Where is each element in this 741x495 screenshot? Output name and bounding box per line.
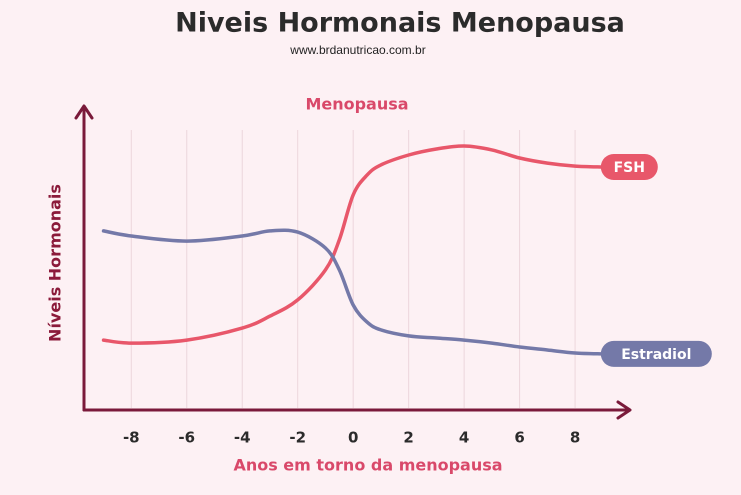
x-tick-label: -4 — [234, 429, 251, 447]
subtitle: www.brdanutricao.com.br — [289, 43, 425, 57]
legend-label: FSH — [614, 160, 645, 176]
x-tick-label: 2 — [403, 429, 413, 447]
x-tick-label: 0 — [348, 429, 358, 447]
y-axis-label: Níveis Hormonais — [46, 184, 65, 342]
legend-pill — [600, 340, 712, 367]
x-tick-label: -6 — [178, 429, 195, 447]
y-axis — [74, 104, 94, 412]
x-axis-label: Anos em torno da menopausa — [233, 456, 502, 475]
series-line — [101, 144, 605, 345]
x-tick-label: 8 — [570, 429, 580, 447]
chart-title: Niveis Hormonais Menopausa — [175, 8, 625, 39]
x-tick-label: -2 — [289, 429, 306, 447]
legend-label: Estradiol — [621, 347, 691, 363]
x-tick-label: 6 — [514, 429, 524, 447]
x-axis — [82, 400, 632, 420]
series-line — [101, 228, 605, 356]
axes — [74, 104, 632, 420]
annotation: Menopausa — [305, 95, 408, 114]
x-tick-label: 4 — [459, 429, 469, 447]
legend-pill — [600, 154, 658, 180]
x-tick-label: -8 — [123, 429, 140, 447]
